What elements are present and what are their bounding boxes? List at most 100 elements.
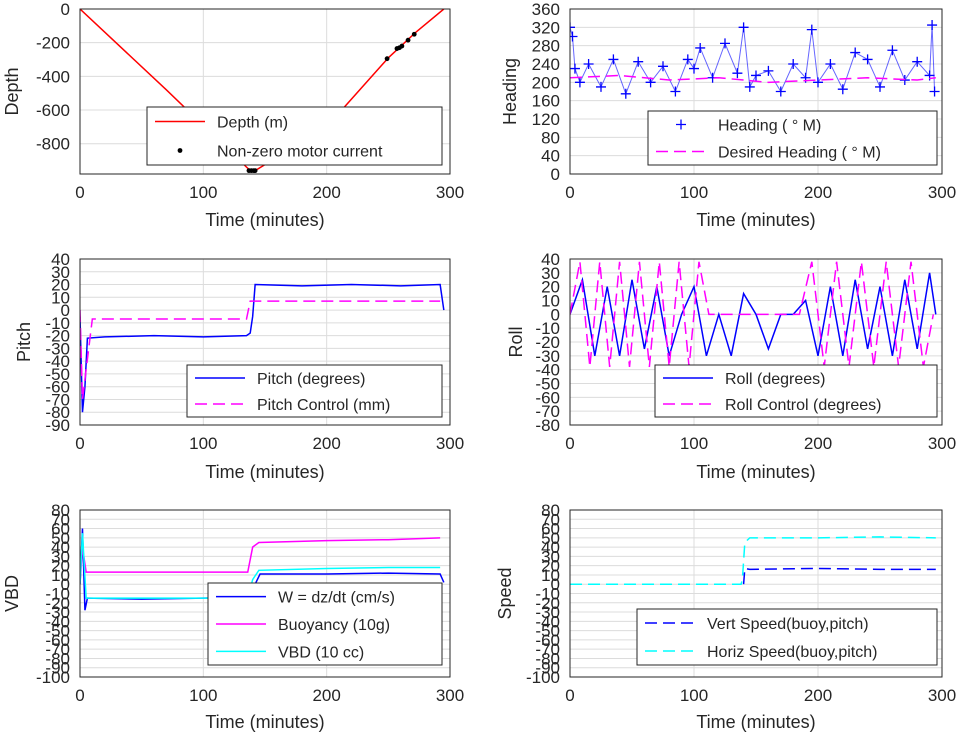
data-point bbox=[732, 68, 743, 79]
data-point bbox=[862, 54, 873, 65]
chart-panel-4: 0 100 200 300403020100-10-20-30-40-50-60-70… bbox=[506, 250, 956, 482]
y-tick-label: 70 bbox=[51, 510, 70, 529]
y-tick-label: 60 bbox=[541, 520, 560, 539]
y-tick-label: -30 bbox=[535, 347, 560, 366]
legend-label: Depth (m) bbox=[217, 115, 288, 132]
x-tick-label: 100 bbox=[189, 434, 217, 453]
data-point bbox=[929, 86, 940, 97]
plot-frame bbox=[569, 258, 943, 426]
y-tick-label: 20 bbox=[51, 276, 70, 295]
legend-label: Heading ( ° M) bbox=[718, 118, 821, 135]
series-line bbox=[80, 300, 441, 400]
y-tick-label: -20 bbox=[535, 594, 560, 613]
data-point bbox=[720, 38, 730, 49]
x-tick-label: 200 bbox=[804, 183, 832, 202]
y-tick-label: 20 bbox=[51, 557, 70, 576]
series-1 bbox=[742, 567, 936, 585]
data-point bbox=[837, 84, 848, 95]
x-tick-label: 0 bbox=[565, 434, 574, 453]
x-tick-label: 0 bbox=[565, 183, 574, 202]
y-tick-label: 0 bbox=[551, 575, 560, 594]
y-tick-label: -90 bbox=[535, 659, 560, 678]
y-tick-label: -800 bbox=[36, 135, 70, 154]
legend-label: Roll Control (degrees) bbox=[725, 397, 882, 414]
series-line bbox=[570, 536, 936, 585]
legend: Roll (degrees) Roll Control (degrees) bbox=[654, 364, 938, 418]
data-point bbox=[788, 59, 799, 69]
y-tick-label: 10 bbox=[51, 288, 70, 307]
x-axis-title: Time (minutes) bbox=[696, 712, 815, 732]
data-point bbox=[887, 45, 898, 56]
y-tick-label: 30 bbox=[51, 263, 70, 282]
data-point bbox=[411, 31, 417, 37]
series-1 bbox=[570, 20, 940, 99]
legend-label: Buoyancy (10g) bbox=[278, 617, 390, 634]
x-tick-label: 100 bbox=[189, 686, 217, 705]
x-axis-title: Time (minutes) bbox=[696, 462, 815, 482]
y-tick-label: 60 bbox=[51, 520, 70, 539]
series-line bbox=[570, 74, 936, 84]
y-tick-label: -80 bbox=[45, 403, 70, 422]
y-tick-label: -50 bbox=[535, 375, 560, 394]
y-tick-label: 280 bbox=[532, 37, 560, 56]
legend: Pitch (degrees) Pitch Control (mm) bbox=[186, 364, 443, 418]
data-point bbox=[875, 81, 885, 92]
y-tick-label: -60 bbox=[45, 378, 70, 397]
data-point bbox=[813, 77, 823, 88]
x-tick-label: 200 bbox=[804, 686, 832, 705]
y-tick-label: 40 bbox=[541, 147, 560, 166]
y-tick-label: 40 bbox=[541, 538, 560, 557]
y-tick-label: 0 bbox=[551, 305, 560, 324]
y-tick-label: -20 bbox=[535, 333, 560, 352]
data-point bbox=[570, 63, 580, 74]
legend-marker bbox=[177, 148, 183, 153]
legend-label: Pitch Control (mm) bbox=[257, 397, 390, 414]
y-tick-label: -200 bbox=[36, 34, 70, 53]
y-axis-title: Heading bbox=[500, 58, 520, 125]
y-axis-title: Roll bbox=[506, 326, 526, 357]
data-point bbox=[744, 81, 755, 92]
y-tick-label: -90 bbox=[45, 416, 70, 435]
y-tick-label: -30 bbox=[45, 603, 70, 622]
y-tick-label: 70 bbox=[541, 510, 560, 529]
y-tick-label: 0 bbox=[61, 575, 70, 594]
plot-frame bbox=[79, 8, 451, 175]
y-tick-label: -70 bbox=[535, 640, 560, 659]
y-tick-label: -60 bbox=[45, 631, 70, 650]
data-point bbox=[570, 22, 575, 33]
data-point bbox=[751, 70, 761, 81]
data-point bbox=[695, 42, 706, 53]
legend-box bbox=[636, 608, 938, 666]
data-point bbox=[825, 59, 836, 69]
legend-label: Roll (degrees) bbox=[725, 371, 825, 388]
series-2 bbox=[570, 261, 935, 368]
y-tick-label: 10 bbox=[541, 566, 560, 585]
legend-box bbox=[186, 364, 443, 418]
y-tick-label: 240 bbox=[532, 55, 560, 74]
y-tick-label: -10 bbox=[535, 319, 560, 338]
chart-panel-6: 0 100 200 30080706050403020100-10-20-30-40-… bbox=[495, 501, 956, 732]
y-tick-label: 30 bbox=[541, 264, 560, 283]
data-point bbox=[670, 86, 681, 97]
legend: Vert Speed(buoy,pitch) Horiz Speed(buoy,p… bbox=[636, 608, 938, 666]
x-tick-label: 0 bbox=[75, 686, 84, 705]
series-2 bbox=[570, 536, 936, 585]
chart-panel-3: 0 100 200 300403020100-10-20-30-40-50-60-70… bbox=[14, 250, 464, 482]
series-line bbox=[742, 567, 936, 585]
x-tick-label: 100 bbox=[189, 183, 217, 202]
series-line bbox=[570, 261, 935, 368]
data-point bbox=[682, 54, 693, 65]
y-tick-label: -20 bbox=[45, 594, 70, 613]
y-tick-label: 80 bbox=[541, 128, 560, 147]
y-tick-label: -50 bbox=[535, 622, 560, 641]
chart-panel-1: 0 100 200 300 0 -200 -400 -600 -800 Time (minutes… bbox=[2, 0, 464, 230]
x-tick-label: 0 bbox=[565, 686, 574, 705]
data-point bbox=[399, 43, 405, 49]
y-tick-label: 0 bbox=[551, 165, 560, 184]
data-point bbox=[658, 61, 668, 72]
y-axis-title: Speed bbox=[495, 567, 515, 619]
y-tick-label: 0 bbox=[61, 0, 70, 19]
data-point bbox=[763, 65, 774, 76]
data-point bbox=[252, 168, 258, 174]
y-tick-label: 40 bbox=[51, 250, 70, 269]
